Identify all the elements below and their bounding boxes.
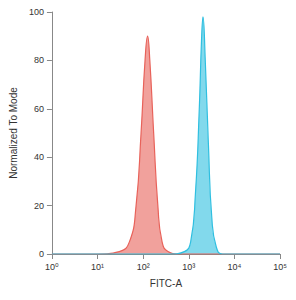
svg-text:60: 60 <box>34 104 44 114</box>
svg-text:10⁰: 10⁰ <box>45 262 59 272</box>
svg-text:10³: 10³ <box>182 262 195 272</box>
svg-text:FITC-A: FITC-A <box>150 278 183 289</box>
svg-text:10¹: 10¹ <box>91 262 104 272</box>
svg-text:10⁵: 10⁵ <box>273 262 287 272</box>
svg-text:10⁴: 10⁴ <box>227 262 241 272</box>
svg-text:100: 100 <box>29 7 44 17</box>
svg-text:80: 80 <box>34 55 44 65</box>
svg-text:10²: 10² <box>137 262 150 272</box>
svg-text:20: 20 <box>34 201 44 211</box>
svg-text:40: 40 <box>34 152 44 162</box>
svg-text:Normalized To Mode: Normalized To Mode <box>8 87 19 179</box>
svg-text:0: 0 <box>39 249 44 259</box>
